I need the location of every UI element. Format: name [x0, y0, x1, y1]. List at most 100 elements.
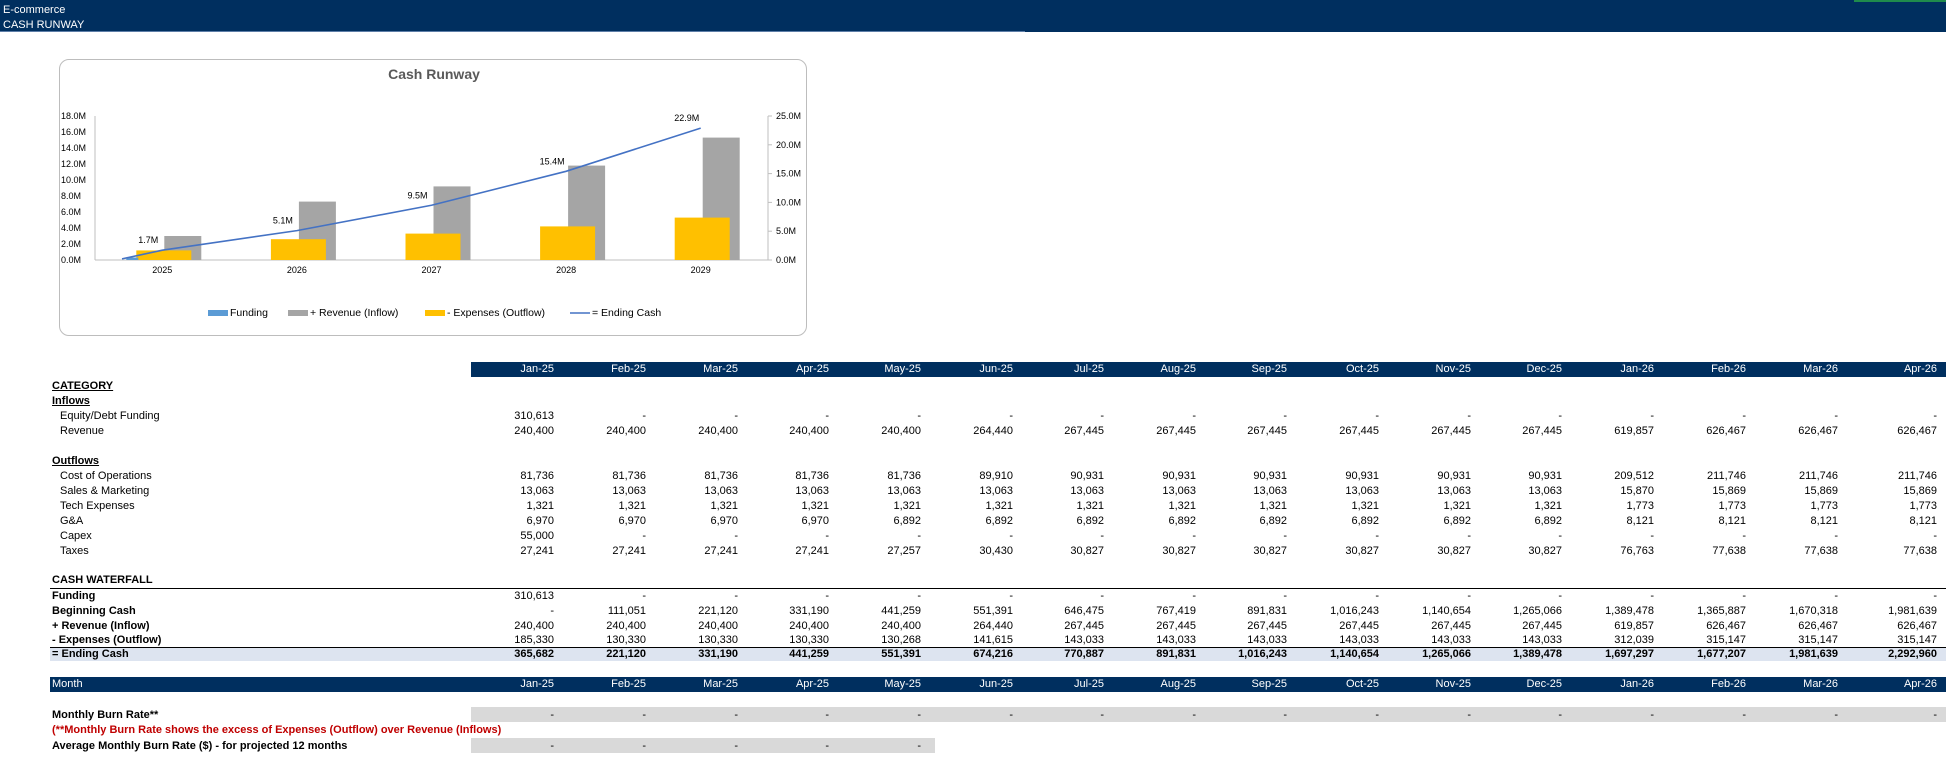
ending-cash-data-label: 9.5M	[407, 190, 427, 200]
waterfall-value: 267,445	[1247, 620, 1287, 632]
burn-rate-note: (**Monthly Burn Rate shows the excess of…	[52, 724, 502, 736]
outflow-value: 6,892	[893, 515, 921, 527]
burn-rate-value: -	[1650, 709, 1654, 721]
outflow-value: -	[1933, 530, 1937, 542]
inflow-value: 267,445	[1339, 425, 1379, 437]
waterfall-value: 551,391	[973, 605, 1013, 617]
burn-rate-value: -	[1192, 709, 1196, 721]
avg-burn-label: Average Monthly Burn Rate ($) - for proj…	[52, 740, 348, 752]
outflow-value: 13,063	[1437, 485, 1471, 497]
outflow-value: 6,892	[985, 515, 1013, 527]
outflow-value: 1,321	[985, 500, 1013, 512]
category-heading: CATEGORY	[52, 380, 114, 392]
avg-burn-value: -	[825, 740, 829, 752]
waterfall-value: 2,292,960	[1888, 648, 1937, 660]
outflow-value: 6,892	[1534, 515, 1562, 527]
outflow-value: 13,063	[704, 485, 738, 497]
left-tick-label: 0.0M	[61, 255, 81, 265]
outflow-value: 1,321	[1443, 500, 1471, 512]
month-section-header: Jun-25	[979, 678, 1013, 690]
outflow-value: 90,931	[1162, 470, 1196, 482]
waterfall-value: -	[1100, 590, 1104, 602]
waterfall-row-label: = Ending Cash	[52, 648, 129, 660]
month-header-bar	[471, 362, 1946, 377]
waterfall-value: 143,033	[1339, 634, 1379, 646]
waterfall-value: 1,016,243	[1330, 605, 1379, 617]
outflow-value: 8,121	[1626, 515, 1654, 527]
outflow-value: -	[1009, 530, 1013, 542]
cash-runway-chart[interactable]: Cash Runway 0.0M 2.0M 4.0M 6.0M 8.0M 10.0M 12.0…	[59, 59, 807, 336]
inflow-value: 310,613	[514, 410, 554, 422]
waterfall-value: -	[1192, 590, 1196, 602]
waterfall-value: 770,887	[1064, 648, 1104, 660]
inflow-value: 264,440	[973, 425, 1013, 437]
waterfall-value: -	[1834, 590, 1838, 602]
outflow-value: -	[1283, 530, 1287, 542]
ending-cash-rule	[50, 647, 1946, 648]
waterfall-value: 1,981,639	[1888, 605, 1937, 617]
outflow-value: 8,121	[1718, 515, 1746, 527]
inflow-value: 626,467	[1897, 425, 1937, 437]
waterfall-value: 130,330	[698, 634, 738, 646]
outflow-value: 1,773	[1626, 500, 1654, 512]
x-tick-label: 2025	[152, 265, 172, 275]
outflow-value: 1,321	[1534, 500, 1562, 512]
burn-rate-value: -	[1283, 709, 1287, 721]
outflow-value: 1,321	[1351, 500, 1379, 512]
waterfall-row-label: + Revenue (Inflow)	[52, 620, 150, 632]
x-tick-label: 2027	[421, 265, 441, 275]
waterfall-value: 143,033	[1156, 634, 1196, 646]
left-tick-label: 4.0M	[61, 223, 81, 233]
burn-rate-value: -	[550, 709, 554, 721]
month-section-header: Jan-25	[520, 678, 554, 690]
month-header: Feb-25	[611, 363, 646, 375]
waterfall-value: 267,445	[1522, 620, 1562, 632]
outflow-value: 90,931	[1070, 470, 1104, 482]
waterfall-value: 143,033	[1522, 634, 1562, 646]
outflow-value: 1,321	[526, 500, 554, 512]
banner-accent	[1854, 0, 1946, 2]
outflow-value: -	[1742, 530, 1746, 542]
outflow-value: -	[1192, 530, 1196, 542]
outflow-value: 27,241	[520, 545, 554, 557]
right-tick-label: 25.0M	[776, 111, 801, 121]
inflow-value: 267,445	[1522, 425, 1562, 437]
outflow-value: 6,892	[1259, 515, 1287, 527]
waterfall-value: 365,682	[514, 648, 554, 660]
inflow-value: -	[917, 410, 921, 422]
inflow-value: -	[1742, 410, 1746, 422]
outflow-value: 90,931	[1437, 470, 1471, 482]
outflow-value: -	[1467, 530, 1471, 542]
waterfall-value: 143,033	[1431, 634, 1471, 646]
left-tick-label: 8.0M	[61, 191, 81, 201]
ending-cash-data-label: 15.4M	[540, 156, 565, 166]
waterfall-value: -	[1742, 590, 1746, 602]
outflow-value: -	[1375, 530, 1379, 542]
chart-title: Cash Runway	[388, 66, 480, 82]
inflow-value: 267,445	[1064, 425, 1104, 437]
outflow-value: 77,638	[1712, 545, 1746, 557]
waterfall-value: 1,670,318	[1789, 605, 1838, 617]
inflow-value: 240,400	[698, 425, 738, 437]
outflow-value: 15,870	[1620, 485, 1654, 497]
burn-rate-value: -	[1834, 709, 1838, 721]
outflow-value: -	[642, 530, 646, 542]
outflow-row-label: Taxes	[60, 545, 89, 557]
outflow-value: 1,773	[1718, 500, 1746, 512]
outflow-value: 13,063	[1528, 485, 1562, 497]
inflows-heading: Inflows	[52, 395, 90, 407]
month-header: Jul-25	[1074, 363, 1104, 375]
outflow-value: 1,773	[1909, 500, 1937, 512]
inflow-value: 619,857	[1614, 425, 1654, 437]
inflow-value: -	[1933, 410, 1937, 422]
outflow-value: 6,892	[1168, 515, 1196, 527]
avg-burn-row-fill	[471, 738, 935, 753]
right-tick-label: 0.0M	[776, 255, 796, 265]
outflow-value: 30,827	[1070, 545, 1104, 557]
month-section-header: Nov-25	[1435, 678, 1471, 690]
outflow-value: 30,827	[1437, 545, 1471, 557]
waterfall-rule	[50, 588, 1946, 589]
waterfall-value: -	[1009, 590, 1013, 602]
waterfall-value: 626,467	[1897, 620, 1937, 632]
waterfall-value: 331,190	[789, 605, 829, 617]
